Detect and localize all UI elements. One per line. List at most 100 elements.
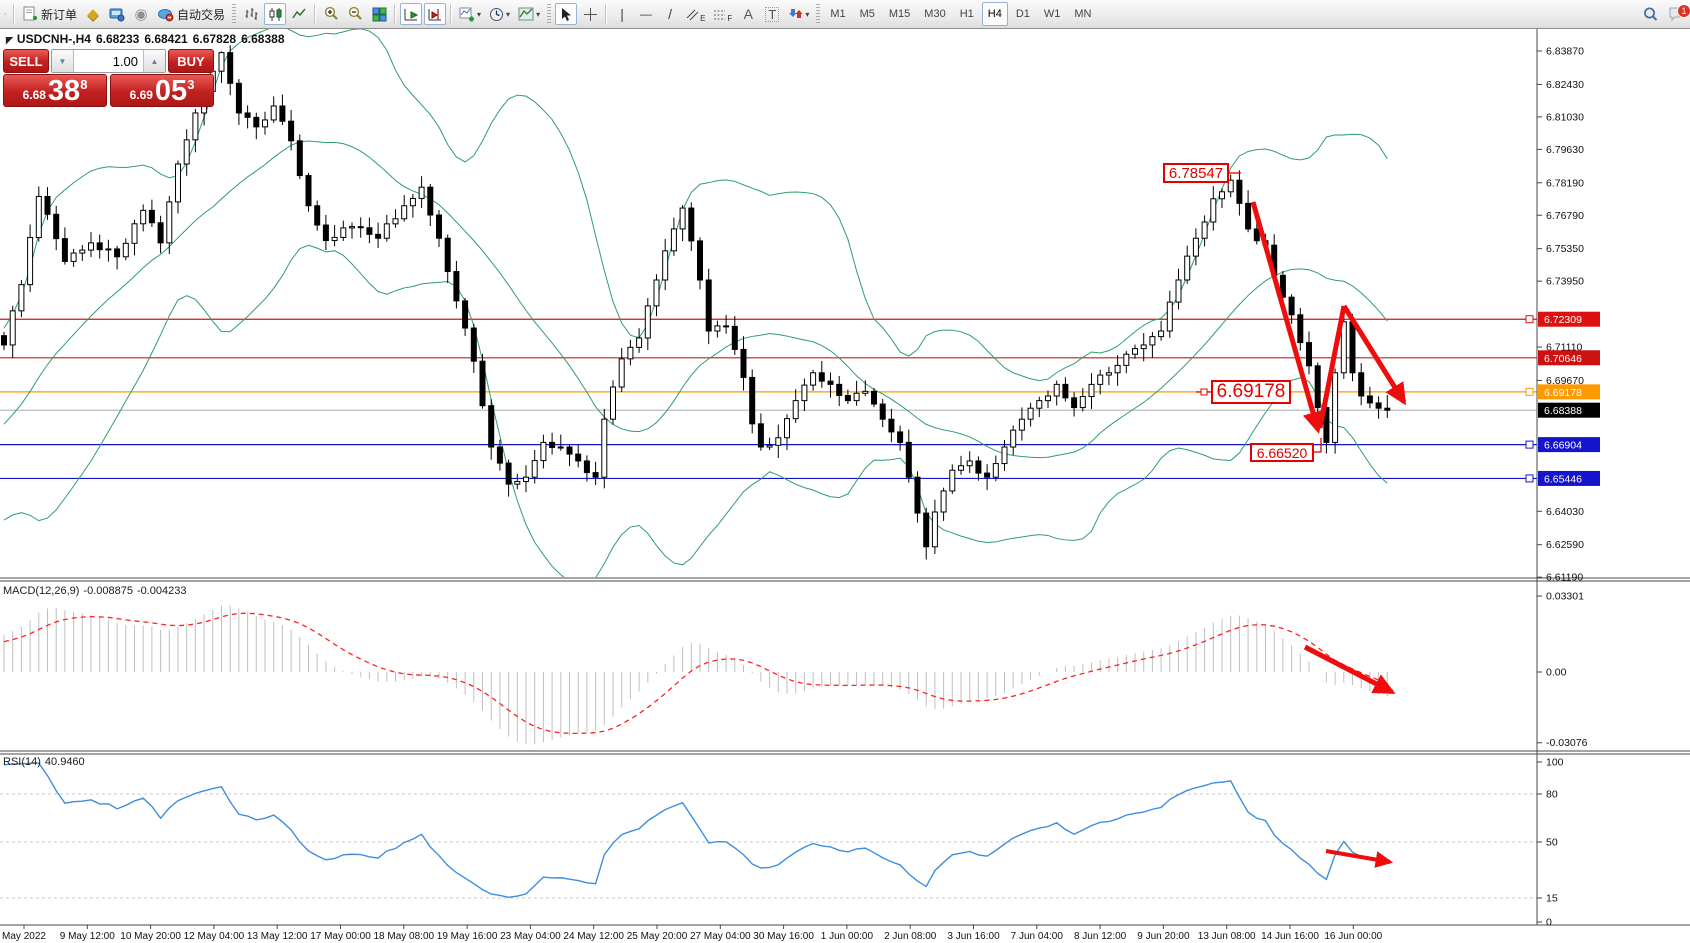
periods-button[interactable]: ▾ [486, 3, 513, 25]
line-chart-button[interactable] [288, 3, 310, 25]
text-tool-icon: A [743, 6, 753, 22]
svg-text:6.66904: 6.66904 [1544, 440, 1582, 452]
buy-price-button[interactable]: 6.69 05 3 [110, 74, 214, 107]
fibonacci-tool[interactable]: F [710, 3, 735, 25]
svg-text:6.82430: 6.82430 [1546, 79, 1584, 91]
svg-text:6.81030: 6.81030 [1546, 111, 1584, 123]
candlestick-chart-icon [269, 7, 282, 21]
timeframe-M1[interactable]: M1 [830, 8, 846, 20]
annotation-arrows[interactable] [1196, 172, 1407, 868]
svg-text:10 May 20:00: 10 May 20:00 [120, 931, 181, 942]
svg-text:15: 15 [1546, 893, 1558, 905]
arrows-tool-icon [789, 9, 803, 18]
svg-text:6.62590: 6.62590 [1546, 539, 1584, 551]
buy-button[interactable]: BUY [168, 49, 214, 73]
crosshair-button[interactable] [579, 3, 601, 25]
tile-windows-button[interactable] [368, 3, 390, 25]
buy-price-sup: 3 [187, 77, 195, 92]
svg-text:16 Jun 00:00: 16 Jun 00:00 [1324, 931, 1382, 942]
buy-price-small: 6.69 [129, 88, 153, 102]
price-badge-6.66904[interactable] [1538, 437, 1600, 453]
price-badge-6.65446[interactable] [1538, 470, 1600, 486]
bar-chart-button[interactable] [240, 3, 262, 25]
channel-sub-label: E [700, 13, 706, 23]
dropdown-arrow-icon: ▾ [477, 9, 482, 19]
chart-profile-button[interactable]: ◆ [82, 3, 104, 25]
timeframe-MN[interactable]: MN [1074, 8, 1092, 20]
sell-price-button[interactable]: 6.68 38 8 [3, 74, 107, 107]
signals-button[interactable]: ◉ [130, 3, 152, 25]
svg-text:8 Jun 12:00: 8 Jun 12:00 [1074, 931, 1127, 942]
volume-up-button[interactable]: ▲ [144, 50, 165, 72]
bollinger-upper [3, 28, 1388, 382]
price-annotation-6.69178[interactable]: 6.69178 [1211, 380, 1291, 404]
horizontal-line-tool[interactable]: — [635, 3, 657, 25]
price-annotation-6.78547[interactable]: 6.78547 [1163, 163, 1229, 183]
cursor-button[interactable] [555, 3, 578, 25]
timeframe-H1[interactable]: H1 [959, 8, 974, 20]
timeframe-M30[interactable]: M30 [924, 8, 946, 20]
price-annotation-6.66520[interactable]: 6.66520 [1250, 443, 1314, 462]
one-click-trade-panel: SELL ▼ 1.00 ▲ BUY 6.68 38 8 6.69 05 3 [3, 49, 214, 107]
line-handle[interactable] [1525, 387, 1534, 396]
line-handle[interactable] [1525, 440, 1534, 449]
svg-text:7 Jun 04:00: 7 Jun 04:00 [1011, 931, 1064, 942]
price-badge-6.68388[interactable] [1538, 402, 1600, 418]
chart-title: ◤ USDCNH-,H4 6.68233 6.68421 6.67828 6.68388 [6, 32, 290, 46]
text-tool[interactable]: A [737, 3, 759, 25]
auto-scroll-button[interactable] [400, 3, 423, 25]
timeframe-W1[interactable]: W1 [1043, 8, 1061, 20]
svg-text:9 May 12:00: 9 May 12:00 [60, 931, 115, 942]
candlestick-chart-button[interactable] [264, 3, 287, 25]
sell-button[interactable]: SELL [3, 49, 49, 73]
svg-text:17 May 00:00: 17 May 00:00 [310, 931, 371, 942]
volume-down-button[interactable]: ▼ [52, 50, 73, 72]
line-handle[interactable] [1525, 315, 1534, 324]
price-badge-6.72309[interactable] [1538, 311, 1600, 327]
timeframe-M5[interactable]: M5 [859, 8, 875, 20]
price-badge-6.69178[interactable] [1538, 384, 1600, 400]
red-arrow-2 [1341, 304, 1407, 406]
svg-text:1 Jun 00:00: 1 Jun 00:00 [821, 931, 874, 942]
svg-text:6.64030: 6.64030 [1546, 506, 1584, 518]
buy-price-big: 05 [154, 75, 188, 107]
equidistant-channel-tool[interactable]: E [683, 3, 708, 25]
close-value: 6.68388 [241, 32, 285, 46]
cropped-search-icon [1, 3, 9, 25]
timeframe-H4[interactable]: H4 [981, 2, 1008, 26]
template-icon [518, 7, 534, 21]
text-label-tool[interactable]: T [761, 3, 783, 25]
trendline-tool[interactable]: / [659, 3, 681, 25]
annotation-handle [1200, 388, 1208, 396]
macd-pane [3, 605, 1388, 745]
separator [314, 4, 317, 24]
red-arrow-3 [1303, 644, 1396, 695]
timeframe-D1[interactable]: D1 [1015, 8, 1030, 20]
svg-text:6.65446: 6.65446 [1544, 473, 1582, 485]
toolbar: 新订单 ◆ ◉ 自动交易 [0, 0, 1690, 29]
sell-price-sup: 8 [80, 77, 88, 92]
bollinger-bands [3, 28, 1388, 577]
macd-label: MACD(12,26,9) -0.008875 -0.004233 [3, 585, 191, 597]
zoom-in-button[interactable] [320, 3, 342, 25]
line-handle[interactable] [1525, 474, 1534, 483]
notification-badge: 1 [1677, 4, 1690, 18]
templates-button[interactable]: ▾ [515, 3, 543, 25]
chart-shift-button[interactable] [424, 3, 447, 25]
notifications-button[interactable]: 1 [1664, 3, 1690, 25]
price-badge-6.70646[interactable] [1538, 350, 1600, 366]
svg-text:27 May 04:00: 27 May 04:00 [690, 931, 751, 942]
arrows-tool[interactable]: ▾ [785, 3, 812, 25]
red-arrow-0 [1250, 201, 1324, 434]
volume-input[interactable]: 1.00 [73, 50, 144, 72]
vertical-line-tool[interactable]: | [611, 3, 633, 25]
auto-trading-button[interactable]: 自动交易 [154, 3, 228, 25]
search-button[interactable] [1639, 3, 1662, 25]
new-order-button[interactable]: 新订单 [19, 3, 80, 25]
zoom-out-button[interactable] [344, 3, 366, 25]
market-watch-button[interactable] [106, 3, 128, 25]
indicators-button[interactable]: ▾ [456, 3, 484, 25]
label-tool-icon: T [765, 6, 780, 22]
timeframe-M15[interactable]: M15 [888, 8, 911, 20]
